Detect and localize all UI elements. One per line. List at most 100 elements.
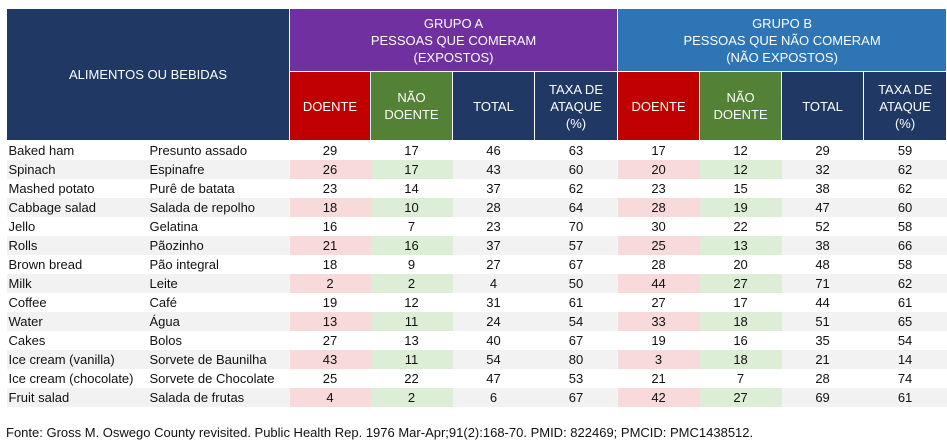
group-b-doente-cell: 28 (617, 198, 700, 217)
group-b-nao-doente-cell: 19 (699, 198, 782, 217)
food-column-label: ALIMENTOS OU BEBIDAS (69, 67, 227, 82)
food-name-en: Mashed potato (8, 181, 95, 196)
group-b-doente-cell: 3 (617, 350, 700, 369)
food-name-pt: Salada de frutas (147, 388, 290, 407)
group-b-taxa-cell: 66 (863, 236, 947, 255)
group-b-taxa-cell: 58 (897, 219, 913, 234)
food-name-en: Ice cream (vanilla) (6, 350, 148, 369)
group-a-doente-cell: 18 (322, 257, 338, 272)
group-b-header: GRUPO B PESSOAS QUE NÃO COMERAM (NÃO EXP… (617, 8, 947, 72)
group-b-taxa-cell: 74 (897, 371, 913, 386)
group-b-doente-cell: 23 (651, 181, 666, 196)
group-b-nao-doente-cell: 7 (736, 371, 745, 386)
group-a-doente-cell: 21 (289, 236, 371, 255)
table-row: Cakes Bolos 27 13 40 67 19 16 35 54 (7, 331, 947, 350)
food-column-header: ALIMENTOS OU BEBIDAS (6, 8, 290, 141)
group-b-title: GRUPO B (752, 15, 813, 31)
group-a-nao-doente-cell: 17 (370, 160, 453, 179)
group-b-nao-doente-cell: 27 (699, 274, 782, 293)
food-name-pt: Gelatina (149, 219, 198, 234)
group-a-doente-cell: 16 (322, 219, 338, 234)
group-b-doente-cell: 42 (617, 388, 700, 407)
table-row: Cabbage salad Salada de repolho 18 10 28 64 28… (6, 198, 947, 217)
food-name-en: Spinach (6, 160, 148, 179)
group-b-total-cell: 47 (781, 198, 864, 217)
group-a-doente-cell: 29 (322, 143, 338, 158)
group-a-taxa-cell: 61 (568, 295, 584, 310)
group-b-nao-doente-cell: 16 (733, 333, 748, 348)
group-b-total-cell: 44 (815, 295, 830, 310)
food-name-pt: Leite (147, 274, 290, 293)
group-a-nao-doente-cell: 10 (370, 198, 453, 217)
group-a-doente-cell: 13 (289, 312, 371, 331)
group-a-nao-doente-cell: 13 (404, 333, 419, 348)
group-a-taxa-cell: 50 (534, 274, 618, 293)
table-row: Water Água 13 11 24 54 33 18 51 65 (6, 312, 947, 331)
food-name-en: Rolls (6, 236, 148, 255)
group-b-nao-doente-cell: 15 (733, 181, 748, 196)
group-a-nao-doente-cell: 11 (370, 350, 453, 369)
taxa-label: TAXA DE (878, 81, 933, 97)
group-b-desc: PESSOAS QUE NÃO COMERAM (683, 32, 881, 48)
food-name-en: Baked ham (8, 143, 75, 158)
group-a-doente-cell: 2 (289, 274, 371, 293)
group-b-total-cell: 29 (815, 143, 830, 158)
group-a-nao-doente-cell: 16 (370, 236, 453, 255)
group-a-doente-cell: 26 (289, 160, 371, 179)
group-b-total-cell: 28 (815, 371, 830, 386)
table-body: Baked ham Presunto assado 29 17 46 63 17 12 29 59… (6, 141, 947, 407)
group-b-taxa-header: TAXA DE ATAQUE (%) (863, 71, 947, 141)
group-a-nao-doente-cell: 2 (370, 274, 453, 293)
doente-label: DOENTE (302, 98, 358, 114)
group-b-total-cell: 35 (815, 333, 830, 348)
food-name-en: Water (6, 312, 148, 331)
group-a-exposure: (EXPOSTOS) (413, 49, 494, 65)
group-a-total-cell: 37 (452, 236, 535, 255)
group-b-total-cell: 71 (781, 274, 864, 293)
group-a-nao-doente-cell: 7 (407, 219, 416, 234)
group-a-doente-header: DOENTE (289, 71, 371, 141)
group-b-total-cell: 48 (815, 257, 830, 272)
group-b-total-cell: 38 (815, 181, 830, 196)
group-b-exposure: (NÃO EXPOSTOS) (726, 49, 838, 65)
total-label: TOTAL (802, 98, 843, 114)
food-name-en: Ice cream (chocolate) (8, 371, 134, 386)
group-a-nao-doente-cell: 11 (370, 312, 453, 331)
table-row: Spinach Espinafre 26 17 43 60 20 12 32 62 (6, 160, 947, 179)
group-a-title: GRUPO A (423, 15, 484, 31)
group-b-nao-doente-cell: 12 (699, 160, 782, 179)
percent-label: (%) (894, 115, 916, 131)
group-a-nao-doente-cell: 9 (407, 257, 416, 272)
group-b-nao-doente-cell: 22 (733, 219, 748, 234)
group-a-taxa-cell: 70 (568, 219, 584, 234)
group-b-total-header: TOTAL (781, 71, 865, 141)
group-a-total-cell: 40 (486, 333, 501, 348)
group-a-nao-doente-cell: 22 (404, 371, 419, 386)
table-row: Ice cream (vanilla) Sorvete de Baunilha 43… (6, 350, 947, 369)
group-b-total-cell: 32 (781, 160, 864, 179)
group-a-doente-cell: 25 (322, 371, 338, 386)
food-name-en: Milk (6, 274, 148, 293)
group-b-nao-doente-cell: 13 (699, 236, 782, 255)
group-b-taxa-cell: 62 (863, 160, 947, 179)
table-row: Brown bread Pão integral 18 9 27 67 28 20 48 58 (7, 255, 947, 274)
group-b-doente-header: DOENTE (617, 71, 701, 141)
group-b-doente-cell: 30 (651, 219, 666, 234)
group-b-nao-doente-header: NÃO DOENTE (699, 71, 783, 141)
group-a-total-cell: 47 (486, 371, 501, 386)
group-a-taxa-header: TAXA DE ATAQUE (%) (533, 71, 619, 141)
ataque-label: ATAQUE (550, 98, 602, 114)
group-b-nao-doente-cell: 18 (699, 312, 782, 331)
group-a-taxa-cell: 67 (568, 257, 584, 272)
group-b-doente-cell: 25 (617, 236, 700, 255)
group-b-taxa-cell: 61 (897, 295, 913, 310)
table-row: Mashed potato Purê de batata 23 14 37 62 23 15 3… (7, 179, 947, 198)
food-name-pt: Espinafre (147, 160, 290, 179)
group-a-taxa-cell: 67 (568, 333, 584, 348)
group-a-total-cell: 28 (452, 198, 535, 217)
group-a-nao-doente-cell: 12 (404, 295, 419, 310)
group-a-taxa-cell: 67 (534, 388, 618, 407)
group-b-doente-cell: 21 (651, 371, 666, 386)
group-b-total-cell: 69 (781, 388, 864, 407)
group-b-doente-cell: 28 (651, 257, 666, 272)
